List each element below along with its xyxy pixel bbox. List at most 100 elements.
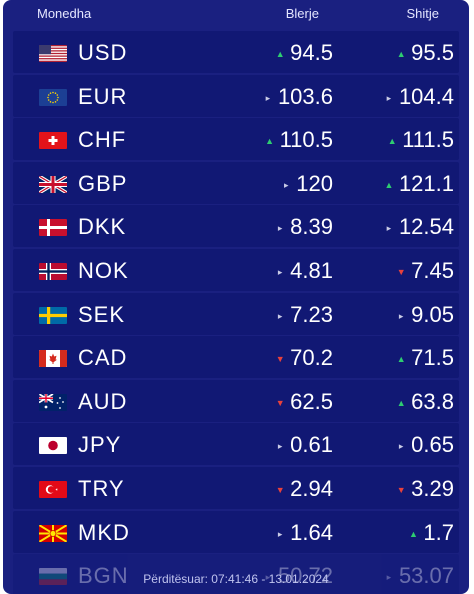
trend-up-icon: ▲ xyxy=(265,136,275,147)
buy-value: 8.39 xyxy=(290,214,333,240)
sell-value: 121.1 xyxy=(398,170,454,196)
rate-row-chf: CHF ▲ 110.5 ▲ 111.5 xyxy=(13,118,459,161)
jp-flag-icon xyxy=(39,437,67,455)
currency-code: GBP xyxy=(78,170,128,196)
header-sell: Shitje xyxy=(406,6,439,21)
rate-row-jpy: JPY ▸ 0.61 ▸ 0.65 xyxy=(13,423,459,466)
trend-neutral-icon: ▸ xyxy=(386,223,392,234)
currency-code: AUD xyxy=(78,388,128,414)
rate-row-gbp: GBP ▸ 120 ▲ 121.1 xyxy=(13,161,459,204)
trend-up-icon: ▲ xyxy=(387,136,397,147)
rate-row-bgn: BGN ▸ 50.72 ▸ 53.07 xyxy=(13,554,459,594)
trend-down-icon: ▼ xyxy=(396,484,406,495)
trend-up-icon: ▲ xyxy=(384,179,394,190)
currency-code: MKD xyxy=(78,519,130,545)
trend-neutral-icon: ▸ xyxy=(277,528,283,539)
currency-code: USD xyxy=(78,40,128,65)
currency-code: CHF xyxy=(78,127,127,153)
buy-value: 2.94 xyxy=(290,475,333,501)
sell-rate: ▸ 0.65 xyxy=(396,432,454,458)
header-buy: Blerje xyxy=(285,6,319,21)
trend-up-icon: ▲ xyxy=(396,49,406,59)
sell-rate: ▼ 3.29 xyxy=(396,476,454,502)
sell-rate: ▸ 104.4 xyxy=(384,84,454,110)
no-flag-icon xyxy=(39,262,67,280)
sell-value: 1.7 xyxy=(423,519,454,545)
buy-value: 110.5 xyxy=(279,127,333,153)
currency-code: CAD xyxy=(78,345,128,371)
au-flag-icon xyxy=(39,393,67,411)
buy-value: 50.72 xyxy=(277,563,333,589)
buy-value: 103.6 xyxy=(277,83,333,109)
trend-neutral-icon: ▸ xyxy=(277,441,283,452)
buy-rate: ▸ 8.39 xyxy=(275,214,333,240)
table-header: Monedha Blerje Shitje xyxy=(3,6,469,26)
mk-flag-icon xyxy=(39,524,67,542)
dk-flag-icon xyxy=(39,219,67,237)
trend-up-icon: ▲ xyxy=(408,528,418,539)
trend-up-icon: ▲ xyxy=(396,354,406,365)
sell-value: 7.45 xyxy=(411,257,454,283)
rate-row-nok: NOK ▸ 4.81 ▼ 7.45 xyxy=(13,248,459,291)
trend-neutral-icon: ▸ xyxy=(386,572,392,583)
trend-neutral-icon: ▸ xyxy=(277,310,283,321)
trend-neutral-icon: ▸ xyxy=(277,223,283,234)
trend-neutral-icon: ▸ xyxy=(398,310,404,321)
sell-rate: ▼ 7.45 xyxy=(396,258,454,284)
currency-code: NOK xyxy=(78,257,129,283)
buy-value: 120 xyxy=(296,170,333,196)
sell-value: 71.5 xyxy=(411,345,454,371)
trend-neutral-icon: ▸ xyxy=(265,92,271,103)
gb-flag-icon xyxy=(39,175,67,193)
rate-row-mkd: MKD ▸ 1.64 ▲ 1.7 xyxy=(13,510,459,553)
currency-code: SEK xyxy=(78,301,126,327)
rates-list: USD ▲ 94.5 ▲ 95.5 EUR ▸ 103.6 ▸ 104.4 CHF ▲ 110.5 ▲ 11… xyxy=(13,31,459,594)
sell-rate: ▲ 111.5 xyxy=(387,127,454,153)
trend-down-icon: ▼ xyxy=(396,266,406,277)
buy-value: 4.81 xyxy=(290,257,333,283)
buy-value: 0.61 xyxy=(290,432,333,458)
sell-rate: ▲ 71.5 xyxy=(396,345,454,371)
buy-rate: ▸ 1.64 xyxy=(275,520,333,546)
sell-rate: ▸ 12.54 xyxy=(384,214,454,240)
currency-code: BGN xyxy=(78,563,129,589)
buy-rate: ▲ 94.5 xyxy=(275,40,333,66)
sell-rate: ▲ 63.8 xyxy=(396,389,454,415)
trend-neutral-icon: ▸ xyxy=(284,179,289,190)
buy-rate: ▸ 50.72 xyxy=(263,563,333,589)
buy-value: 7.23 xyxy=(290,301,333,327)
tr-flag-icon xyxy=(39,480,67,498)
buy-rate: ▸ 0.61 xyxy=(275,432,333,458)
buy-rate: ▼ 70.2 xyxy=(275,345,333,371)
buy-rate: ▸ 4.81 xyxy=(275,258,333,284)
sell-value: 0.65 xyxy=(411,432,454,458)
buy-rate: ▼ 62.5 xyxy=(275,389,333,415)
currency-code: DKK xyxy=(78,214,127,240)
trend-neutral-icon: ▸ xyxy=(265,572,271,583)
trend-up-icon: ▲ xyxy=(275,49,285,59)
currency-code: JPY xyxy=(78,432,122,458)
rate-row-cad: CAD ▼ 70.2 ▲ 71.5 xyxy=(13,336,459,379)
rate-row-aud: AUD ▼ 62.5 ▲ 63.8 xyxy=(13,379,459,422)
buy-rate: ▸ 120 xyxy=(281,171,333,197)
trend-down-icon: ▼ xyxy=(275,354,285,365)
sell-value: 3.29 xyxy=(411,475,454,501)
rate-row-eur: EUR ▸ 103.6 ▸ 104.4 xyxy=(13,74,459,117)
bg-flag-icon xyxy=(39,568,67,586)
buy-value: 1.64 xyxy=(290,519,333,545)
sell-rate: ▲ 95.5 xyxy=(396,40,454,66)
ch-flag-icon xyxy=(39,132,67,150)
buy-rate: ▸ 103.6 xyxy=(263,84,333,110)
sell-value: 12.54 xyxy=(398,214,454,240)
last-updated: Përditësuar: 07:41:46 - 13.01.2024 xyxy=(143,572,329,586)
trend-neutral-icon: ▸ xyxy=(398,441,404,452)
trend-neutral-icon: ▸ xyxy=(386,92,392,103)
trend-neutral-icon: ▸ xyxy=(277,266,283,277)
trend-down-icon: ▼ xyxy=(275,397,285,408)
buy-rate: ▲ 110.5 xyxy=(265,127,333,153)
buy-value: 70.2 xyxy=(290,345,333,371)
trend-down-icon: ▼ xyxy=(275,484,285,495)
exchange-rate-panel: Monedha Blerje Shitje USD ▲ 94.5 ▲ 95.5 EUR ▸ 1… xyxy=(3,0,469,594)
sell-rate: ▲ 121.1 xyxy=(384,171,454,197)
trend-up-icon: ▲ xyxy=(396,397,406,408)
